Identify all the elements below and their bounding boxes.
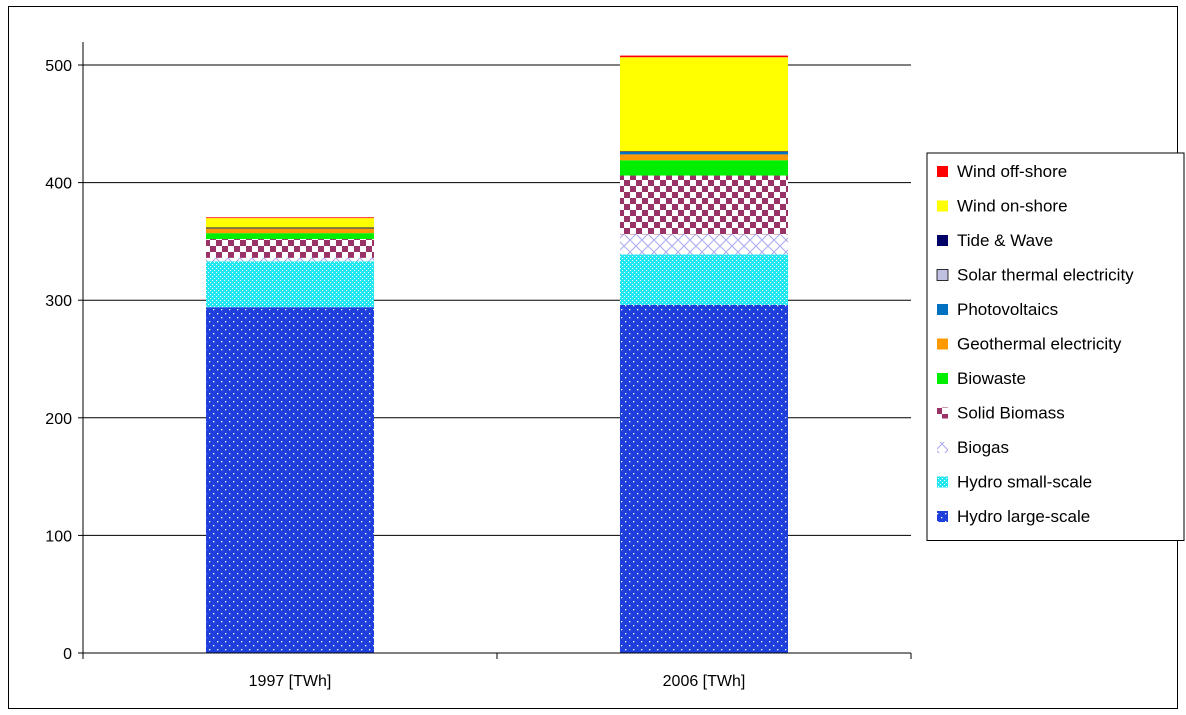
- bars: [206, 55, 788, 653]
- bar-segment-wind-on-shore-0: [206, 218, 374, 228]
- x-tick-label: 2006 [TWh]: [663, 673, 746, 690]
- bar-segment-biogas-1: [620, 234, 788, 255]
- bar-segment-tide-wave-1: [620, 151, 788, 153]
- legend-label: Wind on-shore: [957, 197, 1068, 216]
- legend-label: Hydro small-scale: [957, 473, 1092, 492]
- legend-swatch: [937, 476, 948, 488]
- y-tick-label: 300: [45, 293, 72, 310]
- legend-label: Solid Biomass: [957, 404, 1065, 423]
- bar-segment-biowaste-0: [206, 233, 374, 240]
- legend-label: Tide & Wave: [957, 231, 1053, 250]
- legend-label: Wind off-shore: [957, 162, 1067, 181]
- legend-box: [926, 152, 1185, 541]
- legend-swatch: [937, 166, 948, 177]
- y-tick-label: 100: [45, 528, 72, 545]
- bar-segment-wind-off-shore-0: [206, 217, 374, 219]
- legend-label: Geothermal electricity: [957, 335, 1122, 354]
- legend-label: Solar thermal electricity: [957, 266, 1134, 285]
- bar-segment-biowaste-1: [620, 160, 788, 176]
- bar-segment-hydro-large-scale-0: [206, 307, 374, 653]
- bar-segment-solid-biomass-1: [620, 175, 788, 235]
- legend-swatch: [936, 269, 949, 281]
- legend-label: Hydro large-scale: [957, 507, 1090, 526]
- legend-swatch: [937, 304, 948, 315]
- bar-segment-geothermal-electricity-1: [620, 154, 788, 161]
- legend-swatch: [937, 511, 948, 522]
- bar-segment-biogas-0: [206, 257, 374, 262]
- legend-swatch: [937, 442, 948, 453]
- bar-segment-hydro-large-scale-1: [620, 304, 788, 653]
- legend-swatch: [937, 200, 948, 212]
- bar-segment-wind-on-shore-1: [620, 57, 788, 152]
- bar-segment-wind-off-shore-1: [620, 55, 788, 58]
- axes: 0 100 200 300 400 500 1997 [TWh] 2006 [TWh]: [45, 42, 912, 690]
- legend-label: Photovoltaics: [957, 300, 1058, 319]
- bar-segment-geothermal-electricity-0: [206, 228, 374, 234]
- legend-label: Biowaste: [957, 369, 1026, 388]
- bar-segment-tide-wave-0: [206, 227, 374, 229]
- y-tick-label: 0: [63, 646, 72, 663]
- bar-segment-hydro-small-scale-1: [620, 254, 788, 305]
- bar-segment-hydro-small-scale-0: [206, 261, 374, 308]
- bar-segment-photovoltaics-1: [620, 152, 788, 155]
- legend-swatch: [937, 235, 948, 246]
- legend: Wind off-shore Wind on-shore Tide & Wave So…: [926, 152, 1185, 541]
- legend-swatch: [937, 338, 948, 350]
- legend-swatch: [937, 373, 948, 384]
- bar-segment-solid-biomass-0: [206, 239, 374, 258]
- y-tick-label: 200: [45, 411, 72, 428]
- y-tick-label: 500: [45, 58, 72, 75]
- x-tick-label: 1997 [TWh]: [249, 673, 332, 690]
- y-tick-label: 400: [45, 176, 72, 193]
- legend-label: Biogas: [957, 438, 1009, 457]
- legend-swatch: [937, 407, 948, 419]
